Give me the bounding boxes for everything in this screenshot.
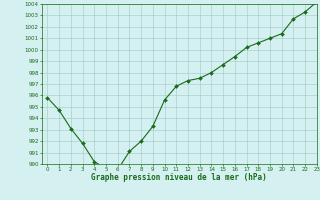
- X-axis label: Graphe pression niveau de la mer (hPa): Graphe pression niveau de la mer (hPa): [91, 173, 267, 182]
